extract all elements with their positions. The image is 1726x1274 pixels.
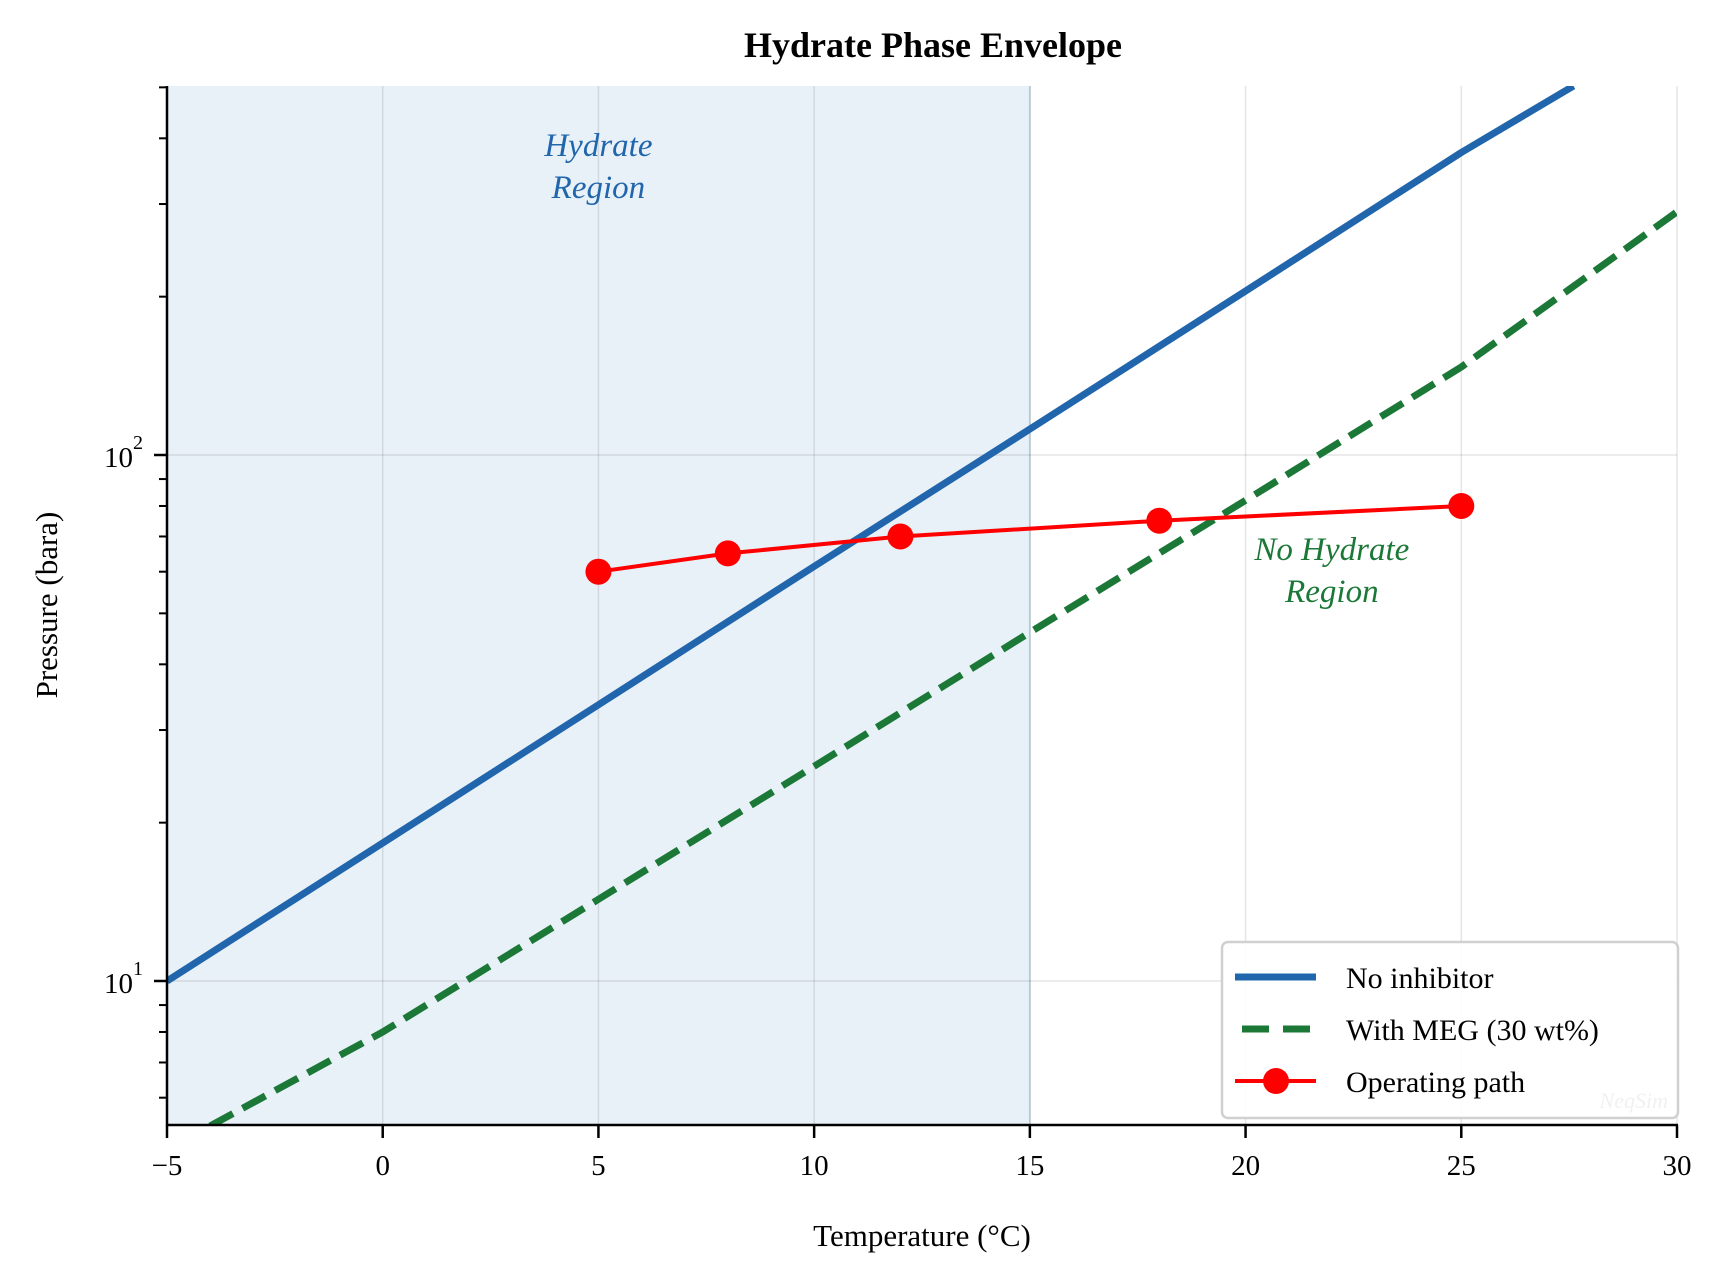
x-tick-label: 0 [375, 1150, 390, 1182]
x-tick-label: 5 [591, 1150, 606, 1182]
operating-point-marker [887, 523, 914, 550]
y-tick-label: 10 [104, 442, 133, 474]
operating-point-marker [1448, 492, 1475, 519]
operating-point-marker [714, 540, 741, 567]
operating-point-marker [585, 558, 612, 585]
x-tick-label: 15 [1015, 1150, 1044, 1182]
x-tick-label: 25 [1447, 1150, 1476, 1182]
label-line: Region [1284, 574, 1378, 610]
meg-hydrate-curve [208, 208, 1677, 1125]
legend-label: No inhibitor [1346, 962, 1494, 995]
label-line: Region [551, 170, 645, 206]
y-tick-exponent: 1 [133, 958, 143, 980]
x-tick-label: 10 [800, 1150, 829, 1182]
legend-marker [1263, 1068, 1289, 1094]
y-axis-label: Pressure (bara) [29, 512, 64, 699]
legend-label: Operating path [1346, 1066, 1525, 1099]
no-inhibitor-hydrate-curve [167, 86, 1576, 984]
label-line: Hydrate [543, 128, 652, 164]
y-tick-exponent: 2 [133, 432, 143, 454]
hydrate-region-shading [167, 86, 1030, 1125]
x-tick-label: −5 [152, 1150, 183, 1182]
label-line: No Hydrate [1253, 532, 1409, 568]
plot-area: Hydrate Region No Hydrate Region −5 0 5 10 15 20 2… [104, 86, 1692, 1182]
x-tick-label: 20 [1231, 1150, 1260, 1182]
x-axis-label: Temperature (°C) [813, 1218, 1031, 1253]
chart-title: Hydrate Phase Envelope [744, 25, 1122, 65]
legend-box [1220, 940, 1680, 1120]
hydrate-region-label: Hydrate Region [543, 128, 652, 206]
y-tick-label: 10 [104, 968, 133, 1000]
operating-point-marker [1146, 507, 1173, 534]
legend: No inhibitor With MEG (30 wt%) Operating p… [1220, 940, 1680, 1120]
x-tick-label: 30 [1663, 1150, 1692, 1182]
no-hydrate-region-label: No Hydrate Region [1253, 532, 1409, 610]
legend-label: With MEG (30 wt%) [1346, 1014, 1599, 1047]
watermark: NeqSim [1599, 1088, 1668, 1113]
